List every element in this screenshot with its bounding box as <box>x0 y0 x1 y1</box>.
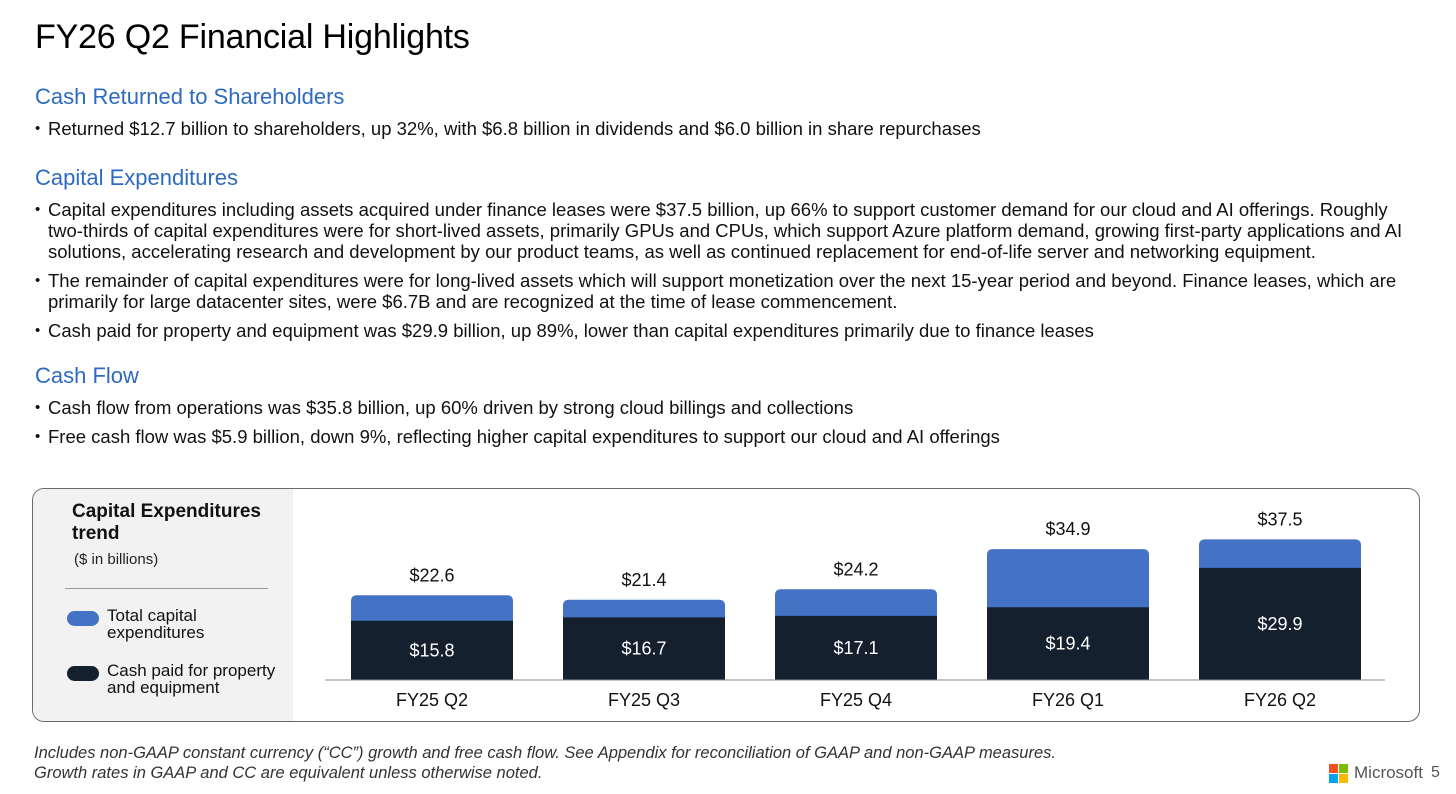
legend-label-line: and equipment <box>107 678 220 697</box>
legend-label-cash-paid: Cash paid for property and equipment <box>107 662 275 696</box>
legend-label-line: Total capital <box>107 606 197 625</box>
data-label-total-capex: $37.5 <box>1257 509 1302 529</box>
bar-cash-paid <box>351 620 513 680</box>
cash-flow-section: Cash Flow Cash flow from operations was … <box>35 363 1420 455</box>
data-label-total-capex: $34.9 <box>1045 519 1090 539</box>
cash-returned-heading: Cash Returned to Shareholders <box>35 84 345 109</box>
bullet-item: The remainder of capital expenditures we… <box>35 270 1420 312</box>
bullet-item: Free cash flow was $5.9 billion, down 9%… <box>35 426 1420 447</box>
legend-label-total-capex: Total capital expenditures <box>107 607 204 641</box>
x-tick-label: FY25 Q4 <box>820 690 892 710</box>
data-label-total-capex: $24.2 <box>833 559 878 579</box>
cash-flow-heading: Cash Flow <box>35 363 139 388</box>
page-number: 5 <box>1431 764 1440 781</box>
footnote-line: Includes non-GAAP constant currency (“CC… <box>34 744 1056 762</box>
data-label-cash-paid: $19.4 <box>1045 634 1090 654</box>
capex-heading: Capital Expenditures <box>35 165 239 190</box>
bullet-item: Cash flow from operations was $35.8 bill… <box>35 397 1420 418</box>
legend-label-line: Cash paid for property <box>107 661 276 680</box>
capex-chart-panel: Capital Expenditures trend ($ in billion… <box>32 488 1420 722</box>
legend-swatch-cash-paid <box>67 666 99 681</box>
bar-cash-paid <box>775 615 937 680</box>
bullet-item: Returned $12.7 billion to shareholders, … <box>35 118 1420 139</box>
bar-cash-paid <box>987 607 1149 680</box>
legend-label-line: expenditures <box>107 623 205 642</box>
chart-subtitle: ($ in billions) <box>74 551 159 568</box>
bar-cash-paid <box>563 617 725 680</box>
x-tick-label: FY26 Q1 <box>1032 690 1104 710</box>
data-label-total-capex: $22.6 <box>409 565 454 585</box>
data-label-cash-paid: $29.9 <box>1257 614 1302 634</box>
data-label-total-capex: $21.4 <box>621 570 666 590</box>
legend-swatch-total-capex <box>67 611 99 626</box>
microsoft-logo-icon <box>1329 763 1348 783</box>
bullet-item: Cash paid for property and equipment was… <box>35 320 1420 341</box>
chart-legend-panel: Capital Expenditures trend ($ in billion… <box>33 489 293 721</box>
x-tick-label: FY25 Q2 <box>396 690 468 710</box>
cash-flow-bullets: Cash flow from operations was $35.8 bill… <box>35 397 1420 447</box>
x-tick-label: FY25 Q3 <box>608 690 680 710</box>
capex-bar-chart: $22.6 $15.8 FY25 Q2 $21.4 $16.7 FY25 Q3 $24.2 $… <box>325 509 1385 710</box>
data-label-cash-paid: $15.8 <box>409 640 454 660</box>
legend-divider <box>65 588 268 589</box>
bar-cash-paid <box>1199 567 1361 680</box>
brand-name: Microsoft <box>1354 763 1423 782</box>
cash-returned-section: Cash Returned to Shareholders Returned $… <box>35 84 1420 147</box>
capex-section: Capital Expenditures Capital expenditure… <box>35 165 1420 349</box>
data-label-cash-paid: $16.7 <box>621 639 666 659</box>
capex-bullets: Capital expenditures including assets ac… <box>35 199 1420 341</box>
footnote-line: Growth rates in GAAP and CC are equivale… <box>34 764 543 782</box>
cash-returned-bullets: Returned $12.7 billion to shareholders, … <box>35 118 1420 139</box>
bullet-item: Capital expenditures including assets ac… <box>35 199 1420 262</box>
chart-title: Capital Expenditures trend <box>72 501 261 544</box>
data-label-cash-paid: $17.1 <box>833 638 878 658</box>
page-title: FY26 Q2 Financial Highlights <box>35 18 470 56</box>
microsoft-brand: Microsoft <box>1329 763 1423 783</box>
x-tick-label: FY26 Q2 <box>1244 690 1316 710</box>
footnote: Includes non-GAAP constant currency (“CC… <box>34 743 1056 783</box>
